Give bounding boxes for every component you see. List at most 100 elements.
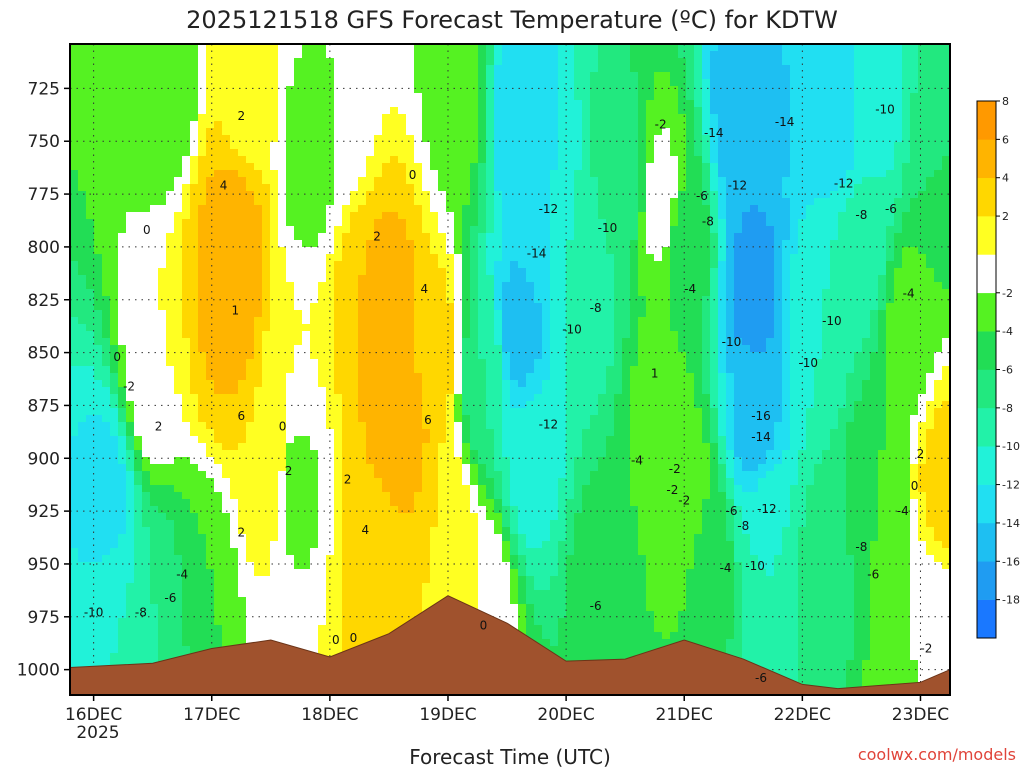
temperature-cell [302,79,311,87]
temperature-cell [398,485,407,493]
temperature-cell [246,562,255,570]
temperature-cell [478,114,487,122]
temperature-cell [214,303,223,311]
temperature-cell [254,58,263,66]
temperature-cell [198,303,207,311]
temperature-cell [134,527,143,535]
temperature-cell [486,527,495,535]
temperature-cell [430,240,439,248]
temperature-cell [406,562,415,570]
temperature-cell [110,296,119,304]
temperature-cell [350,513,359,521]
temperature-cell [230,226,239,234]
temperature-cell [366,268,375,276]
temperature-cell [118,653,127,661]
temperature-cell [342,184,351,192]
temperature-cell [390,478,399,486]
temperature-cell [382,184,391,192]
temperature-cell [78,415,87,423]
temperature-cell [438,534,447,542]
temperature-cell [70,492,79,500]
temperature-cell [390,604,399,612]
temperature-cell [70,576,79,584]
temperature-cell [70,44,79,52]
temperature-cell [350,541,359,549]
temperature-cell [318,450,327,458]
temperature-cell [262,142,271,150]
temperature-cell [390,492,399,500]
temperature-cell [190,436,199,444]
temperature-cell [390,142,399,150]
temperature-cell [70,72,79,80]
temperature-cell [150,415,159,423]
temperature-cell [166,170,175,178]
temperature-cell [134,492,143,500]
temperature-cell [86,170,95,178]
temperature-cell [150,639,159,647]
temperature-cell [238,268,247,276]
temperature-cell [166,401,175,409]
temperature-cell [486,79,495,87]
temperature-cell [326,527,335,535]
temperature-cell [206,310,215,318]
temperature-cell [198,247,207,255]
temperature-cell [382,296,391,304]
temperature-cell [270,149,279,157]
temperature-cell [174,72,183,80]
temperature-cell [198,597,207,605]
temperature-cell [302,184,311,192]
temperature-cell [430,548,439,556]
temperature-cell [286,338,295,346]
temperature-cell [70,331,79,339]
temperature-cell [454,583,463,591]
temperature-cell [414,457,423,465]
temperature-cell [414,198,423,206]
temperature-cell [150,513,159,521]
temperature-cell [310,254,319,262]
temperature-cell [446,324,455,332]
temperature-cell [326,58,335,66]
temperature-cell [438,205,447,213]
temperature-cell [214,366,223,374]
temperature-cell [390,380,399,388]
temperature-cell [134,338,143,346]
temperature-cell [278,401,287,409]
temperature-cell [174,625,183,633]
temperature-cell [382,205,391,213]
temperature-cell [294,58,303,66]
temperature-cell [342,219,351,227]
temperature-cell [198,128,207,136]
temperature-cell [350,555,359,563]
temperature-cell [142,184,151,192]
temperature-cell [414,156,423,164]
temperature-cell [174,380,183,388]
temperature-cell [86,233,95,241]
temperature-cell [230,618,239,626]
temperature-cell [278,282,287,290]
temperature-cell [78,51,87,59]
temperature-cell [126,541,135,549]
temperature-cell [302,135,311,143]
temperature-cell [142,310,151,318]
temperature-cell [358,65,367,73]
temperature-cell [286,478,295,486]
temperature-cell [158,366,167,374]
temperature-cell [350,499,359,507]
temperature-cell [454,303,463,311]
temperature-cell [478,387,487,395]
temperature-cell [422,380,431,388]
temperature-cell [70,457,79,465]
temperature-cell [158,114,167,122]
temperature-cell [486,268,495,276]
temperature-cell [310,310,319,318]
temperature-cell [150,261,159,269]
temperature-cell [110,121,119,129]
temperature-cell [206,331,215,339]
temperature-cell [294,597,303,605]
temperature-cell [134,499,143,507]
temperature-cell [318,520,327,528]
temperature-cell [486,499,495,507]
temperature-cell [126,170,135,178]
temperature-cell [454,492,463,500]
temperature-cell [270,513,279,521]
